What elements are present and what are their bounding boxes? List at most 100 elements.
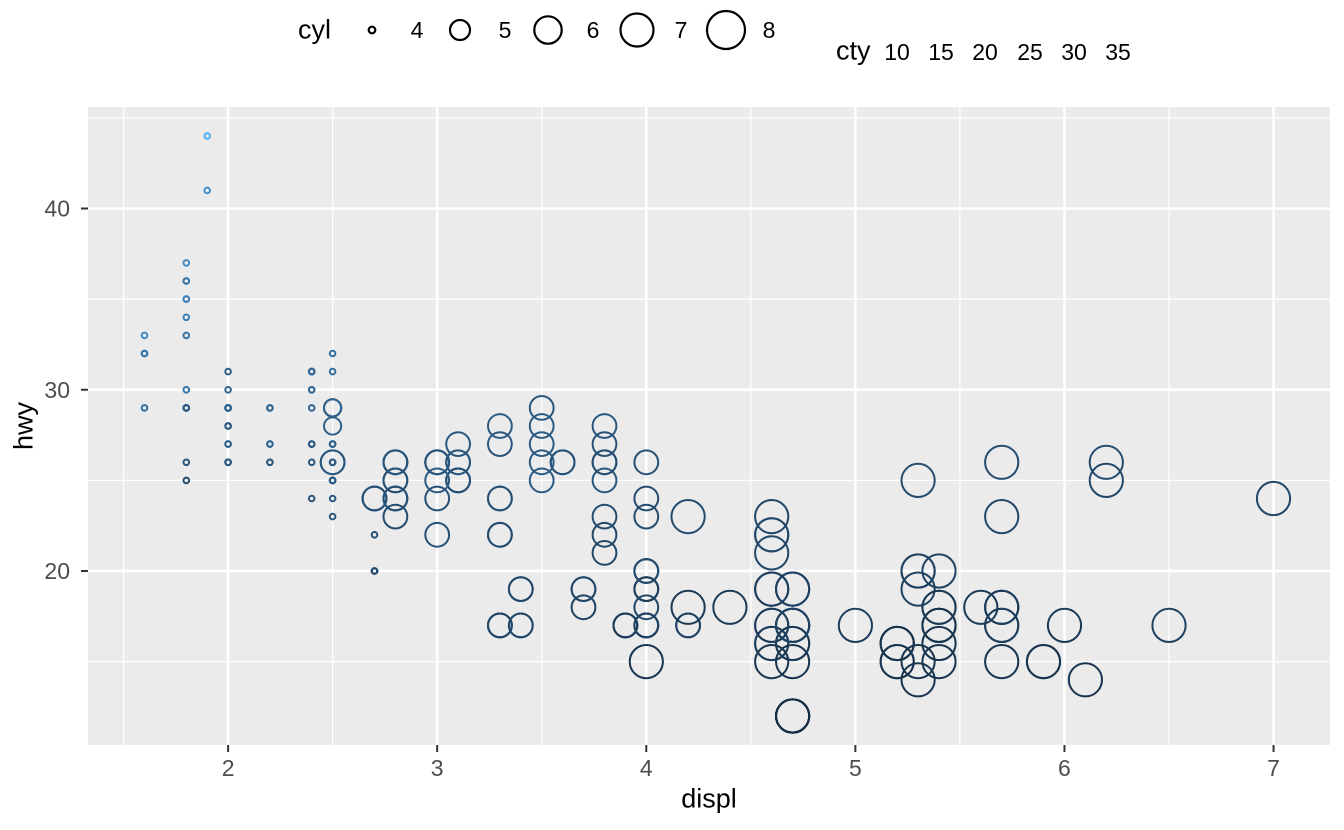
size-legend-label: 5 bbox=[499, 17, 512, 43]
data-point bbox=[307, 440, 316, 448]
data-point bbox=[224, 440, 232, 448]
data-point bbox=[182, 386, 191, 394]
x-tick-label: 2 bbox=[222, 755, 235, 781]
plot-panel bbox=[88, 107, 1330, 745]
data-point bbox=[775, 625, 811, 662]
data-point bbox=[591, 467, 618, 494]
size-legend-key bbox=[367, 25, 377, 35]
data-point bbox=[675, 612, 701, 639]
data-point bbox=[775, 644, 811, 680]
data-point bbox=[328, 349, 337, 358]
color-legend-label: 25 bbox=[1017, 39, 1043, 65]
data-point bbox=[754, 535, 790, 571]
data-point bbox=[628, 644, 664, 680]
data-point bbox=[1046, 607, 1083, 644]
data-point bbox=[182, 476, 191, 485]
data-point bbox=[382, 449, 409, 476]
x-axis-title: displ bbox=[681, 783, 737, 814]
data-point bbox=[1255, 480, 1292, 517]
data-point bbox=[921, 607, 957, 644]
data-point bbox=[424, 449, 451, 476]
data-point bbox=[140, 404, 149, 412]
data-point bbox=[382, 467, 409, 494]
data-point bbox=[754, 607, 790, 644]
size-legend-label: 4 bbox=[411, 17, 424, 43]
data-point bbox=[712, 589, 748, 625]
data-point bbox=[487, 612, 513, 639]
data-point bbox=[1151, 607, 1187, 644]
data-point bbox=[182, 458, 191, 467]
size-legend-label: 7 bbox=[675, 17, 688, 43]
data-point bbox=[528, 449, 555, 476]
data-point bbox=[591, 540, 618, 566]
data-point bbox=[879, 625, 915, 662]
data-point bbox=[591, 413, 618, 439]
data-point bbox=[507, 576, 534, 602]
data-point bbox=[140, 349, 149, 358]
color-legend-title: cty bbox=[836, 35, 871, 66]
data-point bbox=[612, 612, 639, 639]
data-point bbox=[984, 589, 1020, 625]
data-point bbox=[328, 367, 337, 376]
data-point bbox=[775, 698, 811, 734]
data-point bbox=[182, 277, 191, 285]
data-point bbox=[266, 404, 274, 412]
data-point bbox=[182, 259, 191, 267]
data-point bbox=[382, 485, 409, 512]
size-legend-key bbox=[533, 15, 563, 45]
data-point bbox=[445, 449, 472, 476]
size-legend-key bbox=[619, 12, 655, 48]
data-point bbox=[633, 612, 660, 639]
data-point bbox=[754, 625, 790, 662]
data-point bbox=[754, 517, 790, 553]
data-point bbox=[921, 625, 957, 662]
data-point bbox=[182, 331, 191, 340]
data-point bbox=[266, 458, 274, 467]
data-point bbox=[307, 367, 316, 376]
color-legend-label: 35 bbox=[1105, 39, 1131, 65]
size-legend-label: 8 bbox=[763, 17, 776, 43]
data-point bbox=[370, 531, 379, 539]
data-point bbox=[507, 612, 534, 639]
data-point bbox=[224, 422, 232, 430]
data-point bbox=[323, 398, 343, 418]
data-point bbox=[328, 476, 337, 485]
data-point bbox=[182, 404, 191, 412]
x-tick-label: 5 bbox=[849, 755, 862, 781]
data-point bbox=[1067, 662, 1104, 698]
data-point bbox=[754, 498, 790, 535]
data-point bbox=[328, 494, 337, 503]
data-point bbox=[879, 644, 915, 680]
data-point bbox=[775, 571, 811, 607]
color-legend-label: 10 bbox=[884, 39, 910, 65]
data-point bbox=[837, 607, 874, 644]
y-tick-label: 30 bbox=[44, 377, 70, 403]
data-point bbox=[921, 553, 957, 589]
data-point bbox=[382, 503, 409, 530]
data-point bbox=[328, 458, 337, 467]
data-point bbox=[591, 503, 618, 530]
data-point bbox=[528, 431, 555, 458]
data-point bbox=[445, 431, 472, 458]
data-point bbox=[445, 467, 472, 494]
data-point bbox=[266, 440, 274, 448]
size-legend-key bbox=[448, 18, 472, 42]
x-tick-label: 4 bbox=[640, 755, 653, 781]
data-point bbox=[328, 512, 337, 521]
data-point bbox=[900, 644, 936, 680]
data-point bbox=[921, 644, 957, 680]
data-point bbox=[224, 404, 232, 412]
data-point bbox=[424, 485, 451, 512]
size-legend-title: cyl bbox=[298, 14, 331, 45]
data-point bbox=[591, 521, 618, 548]
color-legend-label: 30 bbox=[1061, 39, 1087, 65]
data-point bbox=[633, 485, 660, 512]
data-point bbox=[591, 449, 618, 476]
y-axis-title: hwy bbox=[8, 401, 39, 451]
data-point bbox=[328, 440, 337, 448]
data-point bbox=[984, 607, 1020, 644]
data-point bbox=[370, 567, 379, 575]
data-point bbox=[570, 576, 597, 602]
data-point bbox=[921, 589, 957, 625]
